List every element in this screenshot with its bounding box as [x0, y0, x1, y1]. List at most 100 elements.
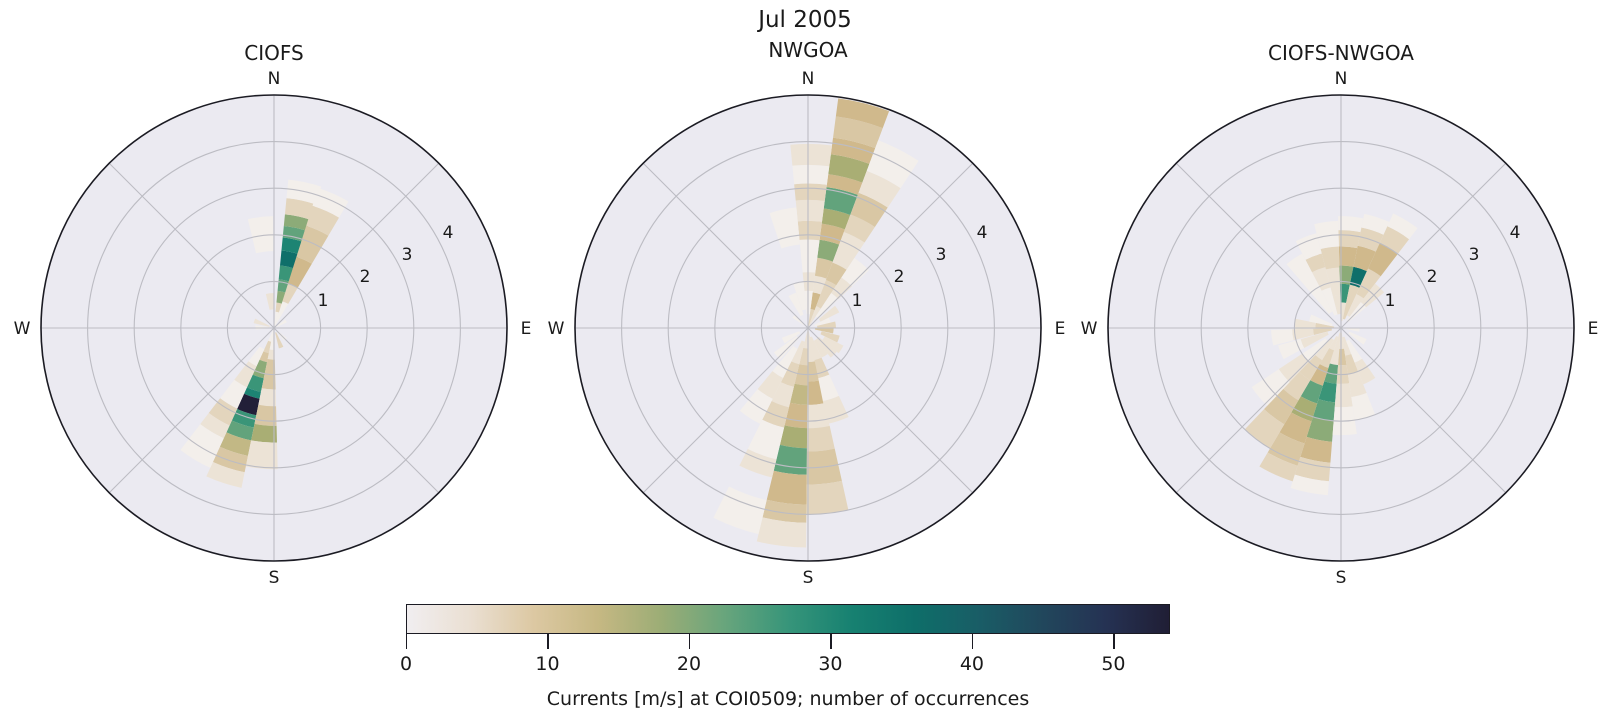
rose-petal-segment: [269, 328, 275, 350]
rose-petal-segment: [1354, 358, 1376, 385]
rose-petal-segment: [817, 321, 836, 328]
rose-petal-segment: [208, 398, 238, 426]
rose-petal-segment: [799, 239, 820, 273]
rose-plot-2: [1107, 94, 1575, 562]
compass-n-label: N: [267, 69, 281, 89]
rose-petal-segment: [1346, 339, 1363, 363]
rose-petal-segment: [781, 331, 801, 344]
rose-petal-segment: [1329, 336, 1339, 351]
rose-petal-segment: [296, 225, 329, 264]
rose-petal-segment: [831, 277, 852, 300]
rose-petal-segment: [1264, 388, 1299, 425]
compass-w-label: W: [1080, 319, 1098, 339]
rose-petal-segment: [825, 262, 847, 286]
rose-petal-segment: [247, 216, 274, 254]
rose-petal-segment: [792, 164, 830, 185]
rose-petal-segment: [1313, 328, 1332, 336]
rose-petal-segment: [1311, 267, 1331, 291]
rose-petal-segment: [779, 425, 808, 449]
rose-petal-segment: [762, 400, 789, 428]
rose-petal-segment: [246, 374, 264, 392]
rose-petal-segment: [1342, 336, 1352, 356]
rose-petal-segment: [1319, 348, 1334, 368]
rose-petal-segment: [803, 328, 808, 349]
rose-petal-segment: [1315, 338, 1334, 361]
compass-e-label: E: [1587, 319, 1599, 339]
compass-e-label: E: [1054, 319, 1066, 339]
rose-petal-segment: [812, 275, 827, 295]
rose-petal-segment: [234, 361, 257, 388]
colorbar-tick-label: 10: [535, 653, 560, 675]
rose-petal-segment: [237, 393, 260, 416]
rose-petal-segment: [280, 250, 299, 269]
r-tick-label-3: 3: [935, 245, 947, 265]
rose-petal-segment: [1300, 380, 1323, 404]
rose-petal-segment: [841, 258, 869, 287]
rose-petal-segment: [799, 347, 808, 366]
rose-petal-segment: [784, 402, 808, 429]
rose-petal-segment: [281, 237, 303, 255]
rose-petal-segment: [248, 346, 265, 367]
r-tick-label-1: 1: [317, 291, 329, 311]
rose-petal-segment: [809, 336, 822, 360]
rose-petal-segment: [282, 225, 307, 242]
rose-petal-segment: [245, 440, 278, 470]
r-tick-label-1: 1: [851, 291, 863, 311]
rose-petal-segment: [762, 499, 807, 523]
rose-petal-segment: [1309, 314, 1333, 327]
rose-petal-segment: [808, 309, 815, 328]
rose-petal-segment: [258, 388, 277, 407]
rose-petal-segment: [756, 517, 807, 548]
rose-petal-segment: [1379, 226, 1410, 255]
rose-petal-segment: [275, 302, 283, 313]
rose-petal-segment: [832, 231, 865, 270]
rose-petal-segment: [1314, 220, 1339, 250]
rose-petal-segment: [1251, 369, 1290, 406]
rose-petal-segment: [1347, 371, 1367, 398]
rose-petal-segment: [226, 420, 254, 441]
rose-petal-segment: [818, 374, 839, 402]
rose-petal-segment: [806, 480, 849, 515]
rose-petal-segment: [858, 170, 901, 208]
rose-petal-segment: [1302, 338, 1329, 362]
r-tick-label-2: 2: [1426, 267, 1438, 287]
rose-petal-segment: [747, 419, 785, 460]
rose-petal-segment: [1338, 348, 1347, 366]
rose-petal-segment: [1318, 381, 1337, 403]
r-tick-label-1: 1: [1384, 291, 1396, 311]
r-tick-label-3: 3: [1468, 245, 1480, 265]
rose-petal-segment: [1338, 230, 1361, 249]
rose-petal-segment: [1294, 318, 1316, 330]
rose-petal-segment: [206, 461, 245, 488]
rose-petal-segment: [1334, 383, 1353, 408]
rose-petal-segment: [790, 383, 808, 405]
compass-w-label: W: [547, 319, 565, 339]
colorbar-gradient: [406, 604, 1170, 634]
rose-petal-segment: [713, 486, 767, 535]
rose-petal-segment: [265, 293, 274, 310]
rose-petal-segment: [1259, 452, 1298, 482]
rose-petal-segment: [814, 327, 834, 334]
r-tick-label-4: 4: [442, 223, 454, 243]
rose-petal-segment: [866, 140, 919, 189]
rose-petal-segment: [274, 301, 289, 328]
rose-petal-segment: [1300, 436, 1333, 463]
rose-petal-segment: [275, 319, 287, 328]
rose-petal-segment: [1300, 331, 1329, 349]
rose-petal-segment: [263, 340, 272, 354]
rose-petal-segment: [288, 256, 312, 288]
colorbar-tick-mark: [406, 634, 408, 649]
rose-petal-segment: [797, 220, 822, 241]
rose-petal-segment: [835, 98, 890, 129]
rose-petal-segment: [1295, 233, 1322, 260]
rose-petal-segment: [1286, 253, 1320, 293]
rose-petal-segment: [1290, 474, 1329, 496]
rose-petal-segment: [312, 188, 349, 218]
rose-petal-segment: [1360, 283, 1385, 308]
rose-petal-segment: [807, 361, 820, 382]
rose-petal-segment: [306, 205, 340, 236]
rose-petal-segment: [1299, 355, 1323, 381]
rose-petal-segment: [843, 214, 875, 243]
rose-petal-segment: [1339, 283, 1350, 303]
rose-petal-segment: [254, 404, 277, 426]
